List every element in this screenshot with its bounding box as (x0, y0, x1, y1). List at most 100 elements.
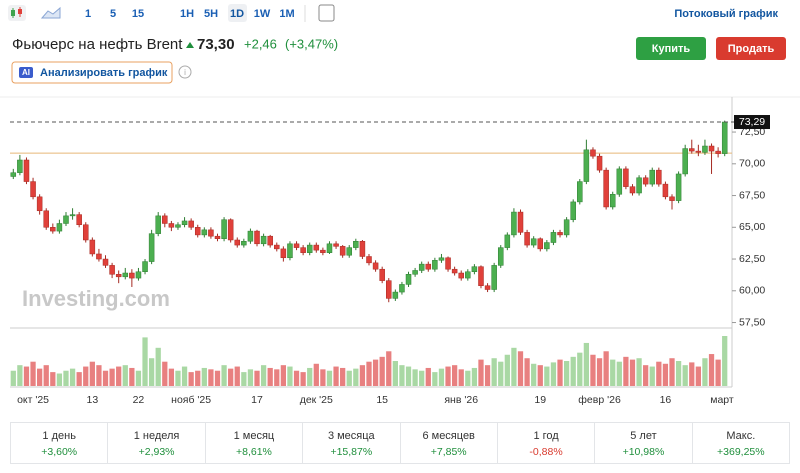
candle-body (372, 262, 379, 270)
candle-body (181, 220, 188, 226)
ai-badge: AI (22, 68, 30, 77)
candle-body (425, 263, 432, 270)
period-change: +3,60% (41, 446, 78, 458)
candle-body (320, 249, 326, 253)
candle-body (43, 210, 49, 228)
candle-body (636, 177, 642, 194)
performance-cell: 1 неделя +2,93% (108, 423, 206, 463)
volume-bar (583, 342, 590, 386)
candle-body (458, 272, 464, 279)
volume-bar (419, 370, 425, 386)
candle-body (451, 268, 458, 274)
volume-bar (320, 369, 326, 386)
interval-option[interactable]: 5H (204, 8, 218, 20)
area-icon[interactable] (40, 6, 61, 19)
period-change: -0,88% (529, 446, 563, 458)
up-arrow (186, 42, 194, 48)
volume-bar (544, 366, 550, 386)
x-tick-label: 22 (133, 394, 145, 406)
candle-body (544, 242, 550, 250)
period-label: 6 месяцев (422, 430, 475, 442)
interval-option[interactable]: 1H (180, 8, 194, 20)
sell-label[interactable]: Продать (728, 43, 775, 55)
sell-button[interactable] (716, 37, 786, 60)
interval-option[interactable]: 1D (230, 8, 244, 20)
candle-body (432, 260, 438, 270)
candle-body (300, 247, 306, 253)
volume-bar (37, 368, 43, 386)
candle-body (115, 274, 122, 278)
volume-bar (340, 367, 346, 386)
volume-bar (63, 370, 69, 386)
candle-body (603, 169, 609, 208)
volume-bar (247, 369, 254, 386)
interval-option[interactable]: 15 (132, 8, 144, 20)
candle-body (484, 285, 491, 290)
candle-body (497, 247, 504, 266)
y-tick-label: 67,50 (739, 189, 765, 201)
volume-bar (181, 366, 188, 386)
price-change: +2,46 (244, 36, 277, 51)
candle-body (129, 272, 135, 279)
volume-bar (563, 361, 570, 386)
volume-bar (195, 370, 201, 386)
volume-bar (656, 361, 662, 386)
indicator-icon[interactable] (318, 4, 335, 22)
volume-bar (478, 359, 484, 386)
volume-bar (307, 367, 313, 386)
interval-option[interactable]: 1M (279, 8, 294, 20)
volume-bar (333, 366, 339, 386)
candle-body (590, 149, 596, 157)
analyze-label[interactable]: Анализировать график (40, 67, 168, 79)
candle-body (155, 215, 161, 234)
volume-bar (425, 367, 431, 386)
stream-link[interactable]: Потоковый график (674, 8, 778, 20)
volume-bar (610, 359, 616, 386)
candle-body (23, 159, 30, 182)
candle-body (63, 215, 69, 224)
buy-label[interactable]: Купить (652, 43, 691, 55)
candle-body (293, 243, 300, 248)
candle-body (234, 239, 241, 246)
volume-bar (616, 361, 622, 386)
volume-bar (484, 365, 491, 386)
last-price-label: 73,29 (739, 116, 765, 128)
volume-bar (458, 369, 464, 386)
volume-bar (399, 365, 405, 386)
y-tick-label: 65,00 (739, 221, 765, 233)
volume-bar (83, 366, 89, 386)
period-change: +369,25% (717, 446, 765, 458)
candle-body (662, 183, 669, 198)
last-price-box (734, 115, 770, 130)
buy-button[interactable] (636, 37, 706, 60)
analyze-button[interactable] (11, 61, 173, 84)
candle-body (386, 280, 392, 299)
candle-body (241, 241, 247, 246)
candle-body (702, 145, 708, 153)
candle-body (287, 243, 293, 259)
volume-bar (109, 368, 115, 386)
candle-body (333, 243, 339, 247)
chart-panel: Потоковый график Фьючерс на нефть Brent … (0, 4, 800, 406)
interval-option[interactable]: 1 (85, 8, 91, 20)
volume-bar (142, 337, 148, 386)
candle-icon[interactable] (8, 5, 26, 21)
volume-bar (675, 361, 682, 386)
interval-option[interactable]: 1W (254, 8, 271, 20)
info-icon[interactable] (178, 65, 192, 79)
volume-bar (129, 367, 135, 386)
volume-bar (524, 358, 530, 386)
volume-bar (432, 372, 438, 386)
candle-body (353, 241, 359, 248)
period-label: 1 год (533, 430, 559, 442)
period-label: 1 неделя (133, 430, 180, 442)
volume-bar (359, 365, 366, 386)
interval-option[interactable]: 5 (110, 8, 116, 20)
volume-bar (722, 336, 728, 386)
volume-bar (313, 363, 319, 386)
performance-cell: 1 год -0,88% (498, 423, 596, 463)
period-label: 1 день (42, 430, 76, 442)
candle-body (623, 168, 629, 187)
candle-body (56, 223, 63, 232)
volume-bar (254, 370, 260, 386)
